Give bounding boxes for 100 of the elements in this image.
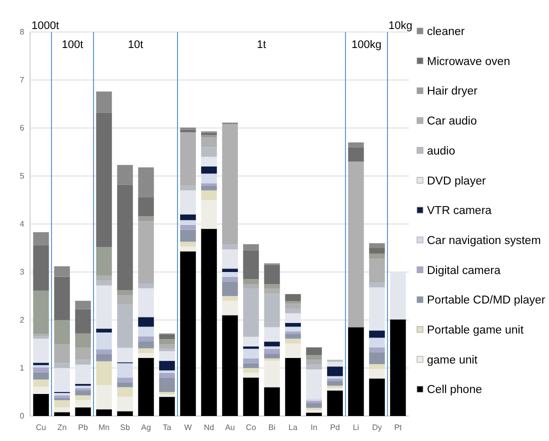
bar xyxy=(75,400,91,408)
x-tick-label: Co xyxy=(246,423,257,432)
bar xyxy=(75,300,91,310)
bar xyxy=(369,282,385,288)
bar xyxy=(369,258,385,283)
bar xyxy=(327,366,343,376)
bar xyxy=(306,355,322,360)
bar xyxy=(75,348,91,360)
legend-label: VTR camera xyxy=(427,205,492,218)
legend-label: Digital camera xyxy=(427,264,502,277)
y-tick-label: 5 xyxy=(20,172,25,181)
bar xyxy=(96,247,112,276)
bar xyxy=(159,360,175,370)
bar xyxy=(222,282,238,296)
bar xyxy=(33,245,49,291)
bar xyxy=(54,363,70,368)
bar xyxy=(117,378,133,382)
bar xyxy=(327,380,343,386)
bar xyxy=(138,348,154,354)
bar xyxy=(33,290,49,334)
bar xyxy=(369,364,385,369)
bar xyxy=(348,327,364,416)
bar xyxy=(369,378,385,416)
y-tick-label: 8 xyxy=(20,28,25,37)
bar xyxy=(264,284,280,289)
bar xyxy=(243,250,259,280)
bar xyxy=(306,369,322,398)
y-tick-label: 6 xyxy=(20,124,25,133)
bar xyxy=(222,249,238,269)
bar xyxy=(222,300,238,316)
bar xyxy=(264,294,280,328)
bar xyxy=(75,360,91,365)
legend-label: Microwave oven xyxy=(427,56,510,68)
legend-label: game unit xyxy=(427,354,478,366)
y-tick-label: 7 xyxy=(20,76,25,85)
bar xyxy=(117,295,133,305)
x-tick-label: Cu xyxy=(36,423,46,432)
bar xyxy=(348,142,364,148)
bar xyxy=(243,363,259,368)
bar xyxy=(306,410,322,413)
bar xyxy=(138,284,154,288)
bar xyxy=(54,407,70,412)
bar xyxy=(243,244,259,250)
bar xyxy=(180,242,196,247)
bar xyxy=(327,362,343,367)
annotation: 1000t xyxy=(32,20,60,32)
bar xyxy=(159,378,175,392)
bar xyxy=(54,400,70,408)
bar xyxy=(243,358,259,364)
bar xyxy=(54,392,70,396)
bar xyxy=(348,162,364,328)
bar xyxy=(180,220,196,225)
annotation: 10kg xyxy=(388,20,412,32)
bar xyxy=(33,380,49,387)
bar xyxy=(201,174,217,184)
bar xyxy=(369,330,385,338)
bar xyxy=(96,280,112,286)
bar xyxy=(348,147,364,162)
bar xyxy=(33,338,49,363)
bar xyxy=(96,361,112,386)
bar xyxy=(306,398,322,401)
legend-label: Portable CD/MD player xyxy=(427,294,546,307)
x-tick-label: Sb xyxy=(120,423,130,432)
y-tick-label: 3 xyxy=(20,268,25,277)
bar xyxy=(243,288,259,337)
bar xyxy=(264,346,280,349)
bar xyxy=(33,372,49,380)
legend-label: Car navigation system xyxy=(427,234,541,247)
bar xyxy=(96,276,112,281)
bar xyxy=(33,334,49,336)
bar xyxy=(159,344,175,349)
bar xyxy=(285,294,301,302)
bar xyxy=(33,232,49,246)
bar xyxy=(285,358,301,416)
bar xyxy=(117,387,133,397)
bar xyxy=(306,403,322,408)
x-tick-label: Mn xyxy=(98,423,110,432)
bar xyxy=(138,358,154,416)
bar xyxy=(201,135,217,138)
legend-label: Portable game unit xyxy=(427,324,524,336)
bar xyxy=(222,268,238,272)
legend-label: Cell phone xyxy=(427,384,482,396)
annotation: 100t xyxy=(62,39,84,51)
y-tick-label: 0 xyxy=(20,412,25,421)
bar xyxy=(159,351,175,361)
bar xyxy=(180,224,196,230)
bar xyxy=(369,254,385,259)
x-tick-label: Pd xyxy=(330,423,340,432)
y-tick-label: 1 xyxy=(20,364,25,373)
bar xyxy=(138,197,154,216)
bar xyxy=(180,132,196,186)
bar xyxy=(369,248,385,254)
x-tick-label: Ag xyxy=(141,423,151,432)
x-tick-label: Zn xyxy=(57,423,67,432)
x-tick-label: In xyxy=(310,423,318,432)
bar xyxy=(117,411,133,416)
legend-label: cleaner xyxy=(427,26,465,38)
bar xyxy=(54,266,70,277)
bar xyxy=(243,348,259,358)
legend-label: Car audio xyxy=(427,116,477,128)
